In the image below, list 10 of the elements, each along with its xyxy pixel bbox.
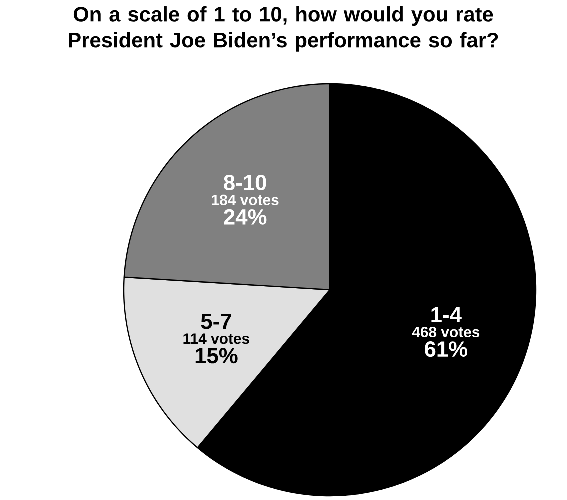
- data-label: 114 votes: [184, 334, 250, 344]
- slice-label: 8-10: [224, 175, 266, 191]
- slice-label: 5-7: [201, 314, 232, 330]
- chart-title: On a scale of 1 to 10, how would you rate President Joe Biden’s performance so far?: [69, 6, 498, 52]
- data-label: 184 votes: [212, 194, 279, 206]
- data-label: 468 votes: [412, 326, 480, 338]
- text: 15%: [196, 348, 238, 364]
- text: 61%: [425, 342, 468, 358]
- slice-label: 1-4: [432, 307, 462, 322]
- text: 24%: [224, 209, 267, 225]
